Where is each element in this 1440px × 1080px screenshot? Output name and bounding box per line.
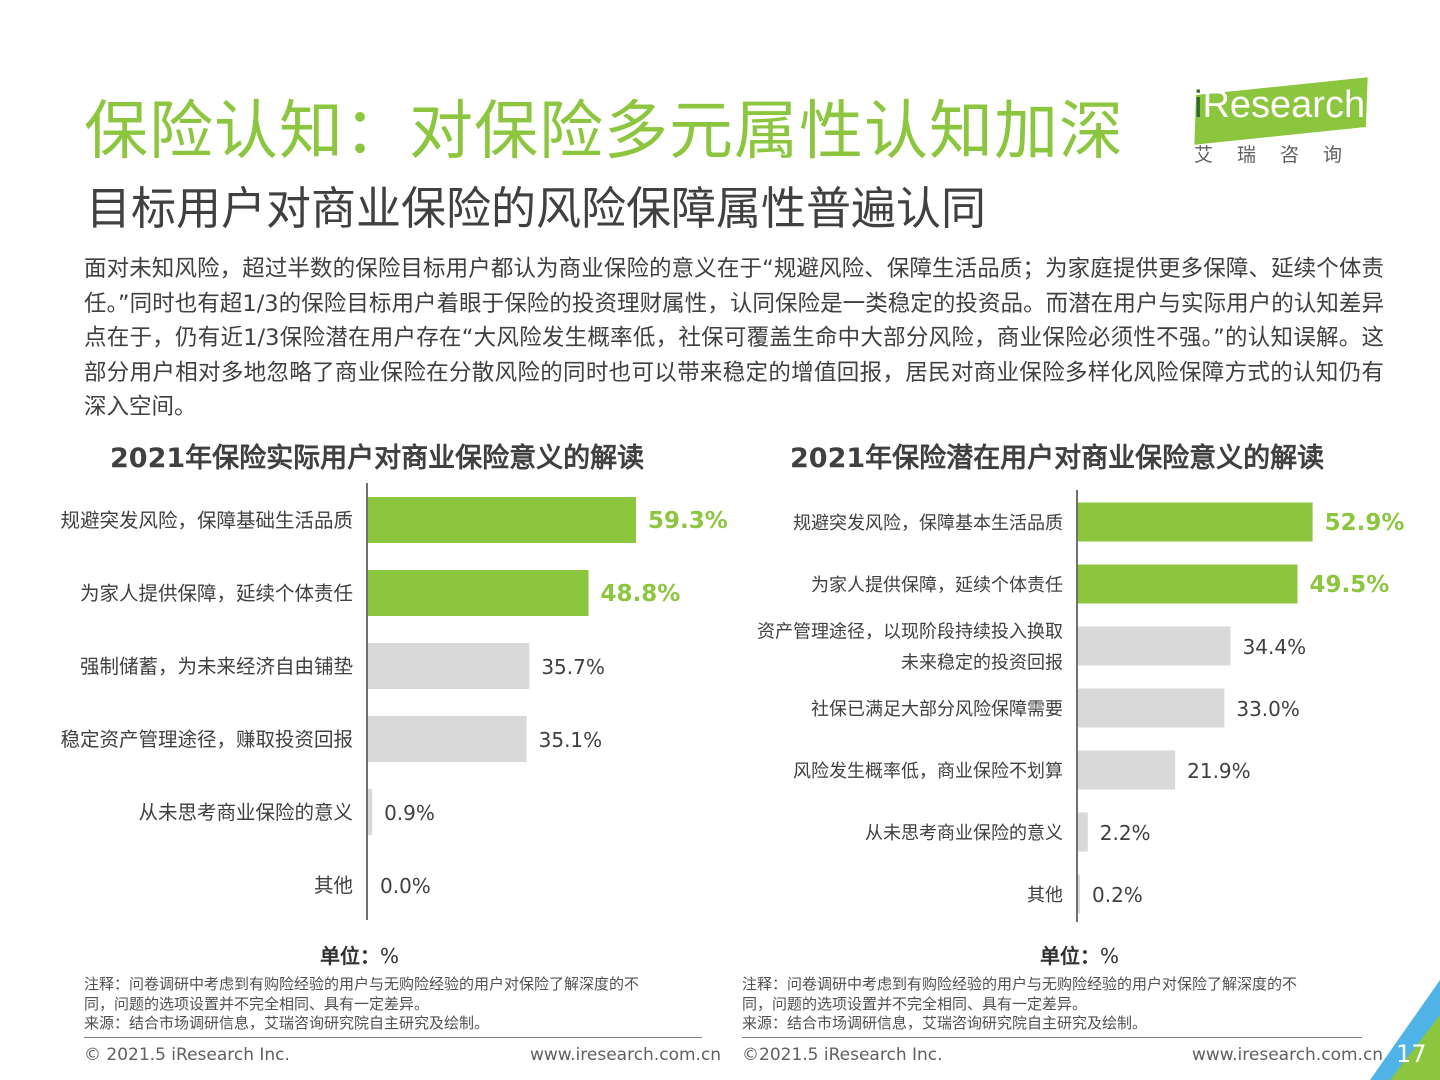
bar: [1078, 688, 1225, 728]
page-subtitle: 目标用户对商业保险的风险保障属性普遍认同: [86, 182, 987, 235]
bar: [1078, 626, 1231, 666]
category-label: 社保已满足大部分风险保障需要: [811, 699, 1063, 720]
bar-value-label: 35.1%: [539, 728, 603, 752]
right-footnote: 注释：问卷调研中考虑到有购险经验的用户与无购险经验的用户对保险了解深度的不 同，…: [742, 975, 1298, 1032]
right-chart-title: 2021年保险潜在用户对商业保险意义的解读: [790, 443, 1325, 474]
category-label: 强制储蓄，为未来经济自由铺垫: [80, 655, 353, 678]
bar: [1078, 564, 1298, 604]
left-footer-website: www.iresearch.com.cn: [530, 1045, 722, 1065]
bar: [1078, 750, 1176, 790]
bar-value-label: 0.9%: [384, 801, 435, 825]
bar: [1078, 812, 1088, 852]
left-footer-copyright: © 2021.5 iResearch Inc.: [84, 1045, 290, 1065]
bar: [368, 570, 589, 616]
bar: [368, 497, 636, 543]
right-bar-chart: 52.9% 规避突发风险，保障基本生活品质 49.5% 为家人提供保障，延续个体责任 3…: [757, 490, 1405, 922]
category-label: 稳定资产管理途径，赚取投资回报: [60, 728, 353, 751]
bar-value-label: 52.9%: [1325, 510, 1405, 536]
category-label: 其他: [1027, 885, 1063, 906]
bar-value-label: 34.4%: [1243, 635, 1307, 659]
logo-chinese-name: 艾瑞咨询: [1194, 144, 1367, 166]
right-footer-website: www.iresearch.com.cn: [1192, 1045, 1384, 1065]
page-title: 保险认知：对保险多元属性认知加深: [84, 95, 1124, 169]
right-footer-copyright: ©2021.5 iResearch Inc.: [742, 1045, 943, 1065]
bar: [368, 716, 527, 762]
bar-value-label: 49.5%: [1310, 572, 1390, 598]
right-unit-label: 单位：%: [1040, 944, 1120, 968]
category-label: 风险发生概率低，商业保险不划算: [793, 761, 1063, 782]
left-unit-label: 单位：%: [320, 944, 400, 968]
category-label: 规避突发风险，保障基本生活品质: [793, 513, 1063, 534]
page-number: 17: [1396, 1040, 1427, 1068]
bar-value-label: 48.8%: [601, 581, 681, 607]
category-label: 为家人提供保障，延续个体责任: [811, 575, 1063, 596]
bar: [368, 643, 530, 689]
bar-value-label: 21.9%: [1187, 759, 1251, 783]
bar-value-label: 2.2%: [1100, 821, 1151, 845]
right-footer-divider: [742, 1037, 1362, 1038]
bar-value-label: 33.0%: [1236, 697, 1300, 721]
bar: [1078, 502, 1313, 542]
category-label: 从未思考商业保险的意义: [138, 801, 353, 824]
left-footnote: 注释：问卷调研中考虑到有购险经验的用户与无购险经验的用户对保险了解深度的不 同，…: [84, 975, 640, 1032]
category-label: 资产管理途径，以现阶段持续投入换取: [757, 622, 1063, 643]
bar: [1078, 874, 1080, 914]
bar-value-label: 59.3%: [648, 508, 728, 534]
logo-wordmark: iResearch: [1194, 84, 1366, 126]
bar: [368, 789, 373, 835]
category-label: 从未思考商业保险的意义: [865, 823, 1063, 844]
left-bar-chart: 59.3% 规避突发风险，保障基础生活品质 48.8% 为家人提供保障，延续个体责任 3…: [60, 483, 728, 920]
category-label: 未来稳定的投资回报: [901, 653, 1063, 674]
category-label: 为家人提供保障，延续个体责任: [80, 582, 353, 605]
category-label: 其他: [314, 874, 353, 897]
corner-decoration: [1370, 980, 1440, 1080]
bar-value-label: 0.0%: [380, 874, 431, 898]
left-footer-divider: [84, 1037, 702, 1038]
bar-value-label: 35.7%: [541, 655, 605, 679]
summary-paragraph: 面对未知风险，超过半数的保险目标用户都认为商业保险的意义在于“规避风险、保障生活…: [84, 256, 1384, 421]
category-label: 规避突发风险，保障基础生活品质: [60, 509, 353, 532]
left-chart-title: 2021年保险实际用户对商业保险意义的解读: [110, 443, 645, 474]
bar-value-label: 0.2%: [1092, 883, 1143, 907]
iresearch-logo: iResearch 艾瑞咨询: [1186, 76, 1376, 172]
